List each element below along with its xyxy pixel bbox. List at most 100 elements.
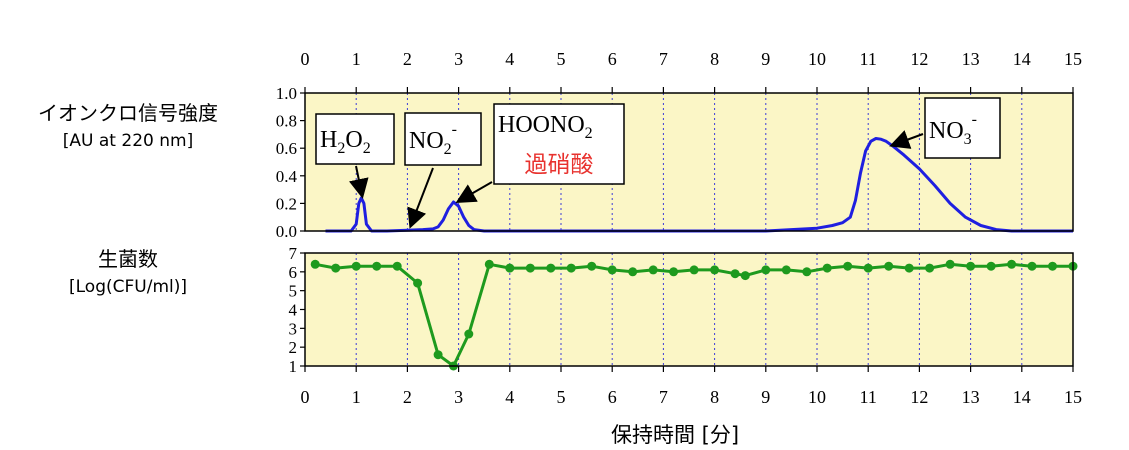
viable-count-point (802, 267, 812, 277)
bottom-ylabel-unit: [Log(CFU/ml)] (69, 277, 187, 297)
bottom-y-tick-label: 4 (289, 301, 298, 320)
annotation-no3: NO3- (924, 97, 1001, 159)
viable-count-point (863, 263, 873, 273)
bottom-x-tick-label: 14 (1013, 387, 1031, 407)
svg-text:過硝酸: 過硝酸 (525, 152, 594, 178)
annotation-no2: NO2- (404, 112, 482, 166)
bottom-x-tick-label: 5 (557, 387, 566, 407)
viable-count-point (904, 263, 914, 273)
viable-count-point (351, 261, 361, 271)
top-ylabel-unit: [AU at 220 nm] (63, 131, 193, 151)
viable-count-point (464, 329, 474, 339)
bottom-x-tick-label: 13 (962, 387, 980, 407)
bottom-y-tick-label: 7 (289, 244, 298, 263)
top-x-tick-label: 0 (301, 49, 310, 69)
top-x-tick-label: 8 (710, 49, 719, 69)
top-ylabel: イオンクロ信号強度 (38, 101, 218, 125)
bottom-x-tick-label: 15 (1064, 387, 1082, 407)
viable-count-point (986, 261, 996, 271)
annotation-hoono2: HOONO2 過硝酸 (493, 103, 625, 185)
bottom-x-tick-label: 1 (352, 387, 361, 407)
top-x-tick-label: 10 (808, 49, 826, 69)
top-x-tick-label: 7 (659, 49, 668, 69)
top-panel-grid (355, 93, 1023, 231)
top-y-tick-label: 0.4 (276, 167, 298, 186)
viable-count-point (1007, 259, 1017, 269)
top-panel-frame (304, 92, 1074, 232)
top-y-tick-label: 0.6 (276, 139, 297, 158)
bottom-y-tick-label: 3 (289, 319, 298, 338)
top-x-tick-label: 11 (860, 49, 877, 69)
viable-count-point (505, 263, 515, 273)
arrow-hoono2 (455, 181, 493, 203)
viable-count-point (607, 265, 617, 275)
viable-count-point (331, 263, 341, 273)
bottom-x-tick-label: 3 (454, 387, 463, 407)
viable-count-plot (310, 259, 1078, 371)
viable-count-point (781, 265, 791, 275)
bottom-x-tick-label: 7 (659, 387, 668, 407)
bottom-y-tick-label: 1 (289, 357, 298, 376)
viable-count-point (310, 259, 320, 269)
top-x-tick-label: 5 (557, 49, 566, 69)
bottom-x-tick-label: 2 (403, 387, 412, 407)
bottom-y-tick-label: 6 (289, 263, 298, 282)
viable-count-point (1027, 261, 1037, 271)
top-y-tick-label: 0.2 (276, 194, 297, 213)
viable-count-point (822, 263, 832, 273)
bottom-y-tick-label: 2 (289, 338, 298, 357)
viable-count-point (1048, 261, 1057, 271)
viable-count-point (710, 265, 720, 275)
viable-count-point (843, 261, 853, 271)
bottom-panel-grid (355, 253, 1023, 366)
viable-count-point (546, 263, 556, 273)
viable-count-point (628, 267, 638, 277)
top-x-tick-label: 13 (962, 49, 980, 69)
viable-count-point (884, 261, 894, 271)
viable-count-point (925, 263, 935, 273)
top-x-tick-label: 12 (910, 49, 928, 69)
top-y-tick-label: 0.8 (276, 112, 297, 131)
svg-text:NO2-: NO2- (409, 121, 457, 158)
viable-count-point (669, 267, 679, 277)
top-x-tick-label: 3 (454, 49, 463, 69)
svg-text:HOONO2: HOONO2 (498, 112, 593, 142)
top-y-tick-label: 1.0 (276, 84, 297, 103)
top-x-tick-label: 4 (505, 49, 514, 69)
bottom-x-tick-label: 10 (808, 387, 826, 407)
viable-count-point (525, 263, 535, 273)
viable-count-point (761, 265, 771, 275)
viable-count-point (566, 263, 576, 273)
bottom-x-tick-label: 6 (608, 387, 617, 407)
axis-ticks: 0 1 2 3 4 5 6 7 8 9 10 11 12 13 14 150 1 2 3 4 5 6 7 8 9 10 11 12 13… (276, 49, 1082, 407)
bottom-x-tick-label: 11 (860, 387, 877, 407)
bottom-x-tick-label: 12 (910, 387, 928, 407)
bottom-x-tick-label: 8 (710, 387, 719, 407)
viable-count-point (433, 350, 443, 360)
viable-count-point (689, 265, 699, 275)
viable-count-point (413, 278, 423, 288)
bottom-x-tick-label: 9 (761, 387, 770, 407)
arrow-no2 (407, 167, 434, 229)
annotation-h2o2: H2O2 (315, 113, 395, 165)
viable-count-point (484, 259, 494, 269)
top-y-tick-label: 0.0 (276, 222, 297, 241)
top-x-tick-label: 2 (403, 49, 412, 69)
bottom-y-tick-label: 5 (289, 282, 298, 301)
top-x-tick-label: 6 (608, 49, 617, 69)
bottom-x-tick-label: 4 (505, 387, 514, 407)
viable-count-point (966, 261, 976, 271)
viable-count-point (372, 261, 382, 271)
svg-text:NO3-: NO3- (929, 111, 977, 148)
arrow-h2o2 (348, 165, 369, 199)
svg-text:H2O2: H2O2 (320, 127, 371, 157)
arrow-no3 (889, 130, 924, 149)
x-axis-title: 保持時間 [分] (611, 423, 739, 447)
top-x-tick-label: 15 (1064, 49, 1082, 69)
top-x-tick-label: 9 (761, 49, 770, 69)
viable-count-point (730, 269, 740, 279)
bottom-x-tick-label: 0 (301, 387, 310, 407)
viable-count-point (945, 259, 955, 269)
top-x-tick-label: 14 (1013, 49, 1031, 69)
